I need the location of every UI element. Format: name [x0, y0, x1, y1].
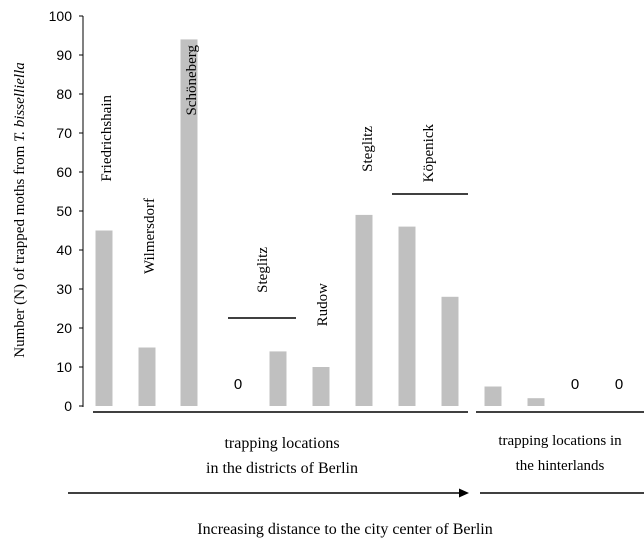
- bar-label-rudow: Rudow: [315, 283, 331, 327]
- bar-label-kopenick: Köpenick: [421, 124, 437, 183]
- y-axis-title-prefix: Number (N) of trapped moths from: [12, 142, 28, 358]
- bars: [95, 39, 545, 407]
- bar: [398, 226, 416, 406]
- y-tick-label: 90: [56, 47, 72, 63]
- group-label-berlin-line1: trapping locations: [224, 435, 339, 452]
- y-tick-label: 100: [49, 8, 73, 24]
- y-axis-ticks: 0 10 20 30 40 50 60 70 80 90 100: [49, 8, 83, 414]
- bar: [527, 398, 545, 406]
- bar: [312, 367, 330, 406]
- bar: [269, 351, 287, 406]
- y-axis-title: Number (N) of trapped moths from T. biss…: [12, 62, 28, 358]
- zero-label-steglitz: 0: [234, 376, 242, 393]
- x-axis-title: Increasing distance to the city center o…: [197, 521, 492, 538]
- y-tick-label: 20: [56, 320, 72, 336]
- bar-label-steglitz-1: Steglitz: [255, 247, 271, 293]
- bar: [95, 230, 113, 406]
- bar-label-wilmersdorf: Wilmersdorf: [142, 198, 158, 274]
- bar: [355, 214, 373, 406]
- bar: [441, 296, 459, 406]
- y-tick-label: 30: [56, 281, 72, 297]
- y-tick-label: 0: [64, 398, 72, 414]
- group-label-berlin-line2: in the districts of Berlin: [206, 460, 358, 477]
- bar: [484, 386, 502, 406]
- y-tick-label: 70: [56, 125, 72, 141]
- y-tick-label: 80: [56, 86, 72, 102]
- bar: [180, 39, 198, 407]
- y-axis-title-species: T. bisselliella: [12, 62, 28, 142]
- y-tick-label: 50: [56, 203, 72, 219]
- y-tick-label: 10: [56, 359, 72, 375]
- bar-label-friedrichshain: Friedrichshain: [99, 95, 115, 182]
- y-tick-label: 40: [56, 242, 72, 258]
- group-label-hinterland-line1: trapping locations in: [498, 433, 622, 449]
- y-tick-label: 60: [56, 164, 72, 180]
- bar-label-steglitz-2: Steglitz: [360, 126, 376, 172]
- zero-label-hinterland-2: 0: [615, 376, 623, 393]
- group-label-hinterland-line2: the hinterlands: [516, 458, 605, 474]
- bar-label-schoneberg: Schöneberg: [184, 45, 200, 116]
- bar: [138, 347, 156, 406]
- arrow-head-berlin: [459, 488, 469, 498]
- zero-label-hinterland-1: 0: [571, 376, 579, 393]
